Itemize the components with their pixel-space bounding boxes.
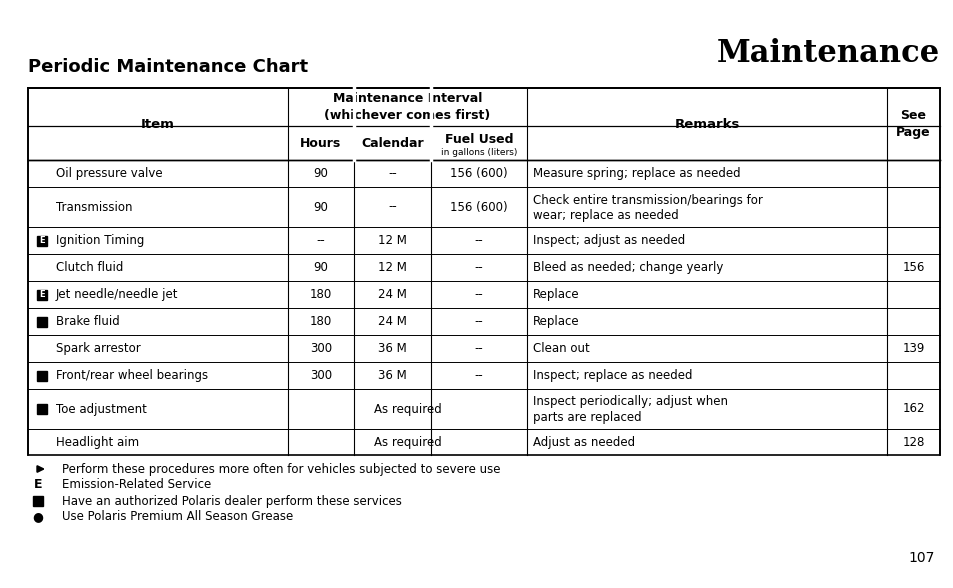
Text: Spark arrestor: Spark arrestor xyxy=(56,342,141,355)
Text: Brake fluid: Brake fluid xyxy=(56,315,120,328)
Text: --: -- xyxy=(474,315,483,328)
Text: 300: 300 xyxy=(310,369,332,382)
Text: As required: As required xyxy=(374,403,441,416)
Text: Hours: Hours xyxy=(300,136,341,149)
Bar xyxy=(33,496,43,506)
Text: 12 M: 12 M xyxy=(377,261,406,274)
Text: 128: 128 xyxy=(902,436,923,449)
Text: Oil pressure valve: Oil pressure valve xyxy=(56,167,162,180)
Text: Ignition Timing: Ignition Timing xyxy=(56,234,144,247)
Text: --: -- xyxy=(388,167,396,180)
Text: Use Polaris Premium All Season Grease: Use Polaris Premium All Season Grease xyxy=(62,510,293,523)
Text: Inspect; replace as needed: Inspect; replace as needed xyxy=(533,369,692,382)
Text: 156: 156 xyxy=(902,261,923,274)
Text: --: -- xyxy=(474,342,483,355)
Text: 90: 90 xyxy=(313,201,328,213)
Bar xyxy=(37,370,47,380)
Text: Emission-Related Service: Emission-Related Service xyxy=(62,479,211,492)
Text: 90: 90 xyxy=(313,167,328,180)
Text: parts are replaced: parts are replaced xyxy=(533,410,640,423)
Text: --: -- xyxy=(316,234,325,247)
Text: As required: As required xyxy=(374,436,441,449)
Text: Clean out: Clean out xyxy=(533,342,589,355)
Text: Measure spring; replace as needed: Measure spring; replace as needed xyxy=(533,167,740,180)
Text: E: E xyxy=(39,290,45,299)
Text: Perform these procedures more often for vehicles subjected to severe use: Perform these procedures more often for … xyxy=(62,463,500,476)
Text: 180: 180 xyxy=(310,288,332,301)
Text: 36 M: 36 M xyxy=(377,369,406,382)
Text: Inspect; adjust as needed: Inspect; adjust as needed xyxy=(533,234,684,247)
Text: Calendar: Calendar xyxy=(360,136,423,149)
Text: Toe adjustment: Toe adjustment xyxy=(56,403,147,416)
Text: Fuel Used: Fuel Used xyxy=(444,132,513,145)
Text: E: E xyxy=(39,236,45,245)
Bar xyxy=(37,316,47,326)
Text: Have an authorized Polaris dealer perform these services: Have an authorized Polaris dealer perfor… xyxy=(62,495,401,507)
Bar xyxy=(37,236,47,246)
Text: 156 (600): 156 (600) xyxy=(450,201,507,213)
Text: 107: 107 xyxy=(907,551,934,565)
Text: See
Page: See Page xyxy=(895,109,930,139)
Text: Replace: Replace xyxy=(533,315,578,328)
Bar xyxy=(37,404,47,414)
Text: Check entire transmission/bearings for: Check entire transmission/bearings for xyxy=(533,193,762,206)
Text: Remarks: Remarks xyxy=(674,118,739,131)
Text: --: -- xyxy=(474,261,483,274)
Bar xyxy=(28,88,939,455)
Text: 90: 90 xyxy=(313,261,328,274)
Text: 36 M: 36 M xyxy=(377,342,406,355)
Text: Adjust as needed: Adjust as needed xyxy=(533,436,635,449)
Text: Jet needle/needle jet: Jet needle/needle jet xyxy=(56,288,178,301)
Text: Item: Item xyxy=(141,118,174,131)
Text: 300: 300 xyxy=(310,342,332,355)
Text: Replace: Replace xyxy=(533,288,578,301)
Text: E: E xyxy=(33,479,42,492)
Text: Maintenance Interval
(whichever comes first): Maintenance Interval (whichever comes fi… xyxy=(324,92,490,122)
Text: Transmission: Transmission xyxy=(56,201,132,213)
Text: --: -- xyxy=(474,288,483,301)
Text: 156 (600): 156 (600) xyxy=(450,167,507,180)
Text: Headlight aim: Headlight aim xyxy=(56,436,139,449)
Text: Front/rear wheel bearings: Front/rear wheel bearings xyxy=(56,369,208,382)
Text: in gallons (liters): in gallons (liters) xyxy=(440,148,517,156)
Bar xyxy=(37,289,47,299)
Text: 180: 180 xyxy=(310,315,332,328)
Text: --: -- xyxy=(388,201,396,213)
Text: Inspect periodically; adjust when: Inspect periodically; adjust when xyxy=(533,396,727,409)
Text: 24 M: 24 M xyxy=(377,288,406,301)
Text: 24 M: 24 M xyxy=(377,315,406,328)
Text: Periodic Maintenance Chart: Periodic Maintenance Chart xyxy=(28,58,308,76)
Text: Clutch fluid: Clutch fluid xyxy=(56,261,123,274)
Text: 139: 139 xyxy=(902,342,923,355)
Text: --: -- xyxy=(474,369,483,382)
Text: --: -- xyxy=(474,234,483,247)
Text: 162: 162 xyxy=(902,403,923,416)
Text: wear; replace as needed: wear; replace as needed xyxy=(533,209,678,222)
Text: 12 M: 12 M xyxy=(377,234,406,247)
Text: ●: ● xyxy=(32,510,44,523)
Text: Bleed as needed; change yearly: Bleed as needed; change yearly xyxy=(533,261,722,274)
Text: Maintenance: Maintenance xyxy=(716,38,939,69)
